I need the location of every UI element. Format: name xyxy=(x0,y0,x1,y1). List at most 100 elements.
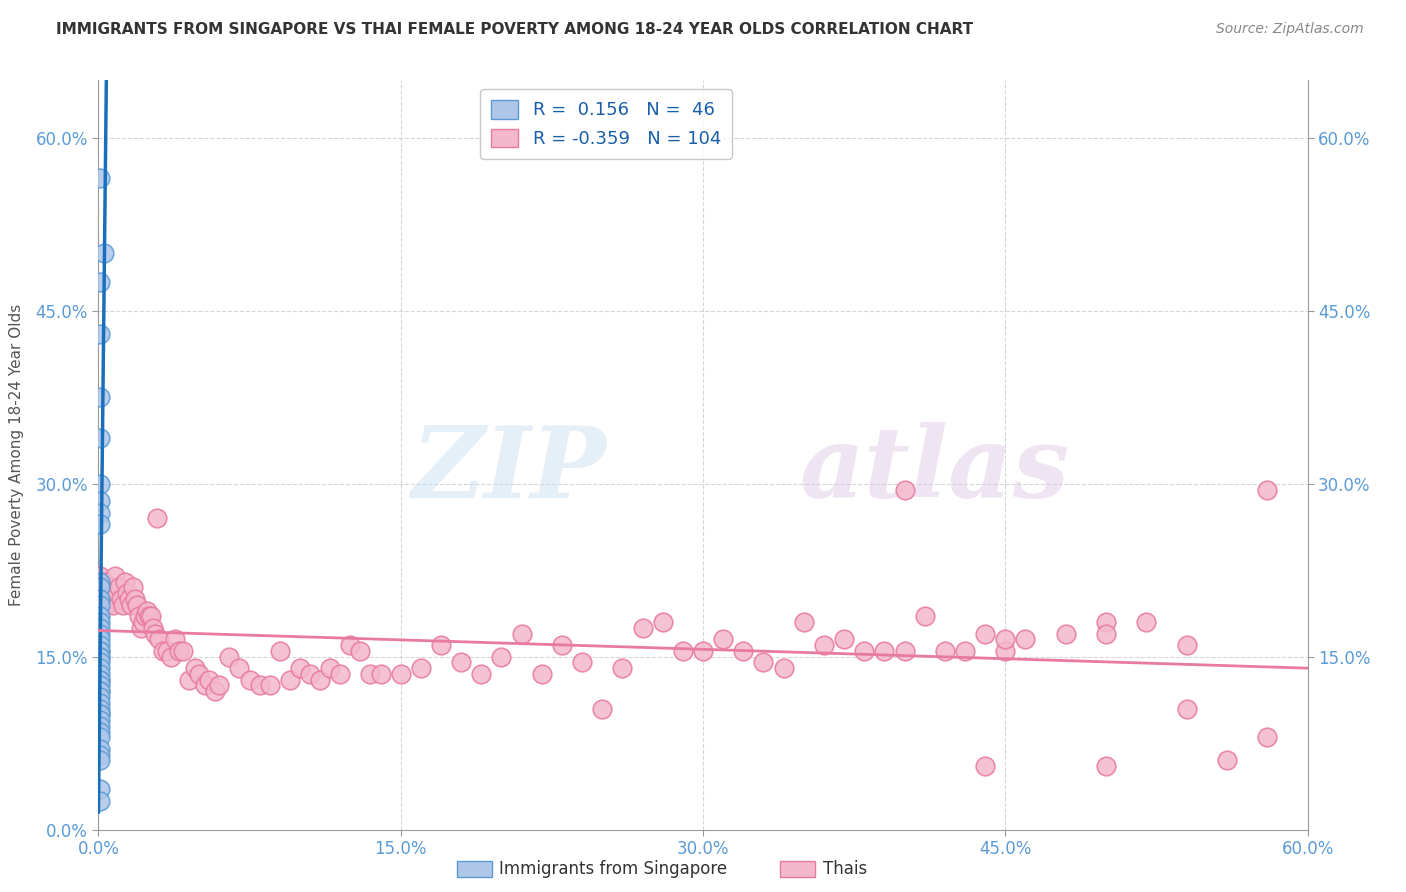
Point xyxy=(194,678,217,692)
Point xyxy=(89,581,111,595)
Point xyxy=(89,326,111,341)
Point xyxy=(692,644,714,658)
Point xyxy=(89,678,111,692)
Point xyxy=(853,644,876,658)
Point xyxy=(114,574,136,589)
Point xyxy=(89,494,111,508)
Point xyxy=(208,678,231,692)
Point xyxy=(510,626,533,640)
Point xyxy=(105,586,128,600)
Point xyxy=(1175,701,1198,715)
Point xyxy=(89,656,111,670)
Point xyxy=(89,574,111,589)
Point xyxy=(89,609,111,624)
Point xyxy=(89,632,111,647)
Point xyxy=(934,644,956,658)
Point xyxy=(89,661,111,675)
Point xyxy=(110,592,132,607)
Point xyxy=(288,661,311,675)
Point xyxy=(1095,615,1118,629)
Point xyxy=(89,275,111,289)
Point xyxy=(953,644,976,658)
Point xyxy=(184,661,207,675)
Point xyxy=(160,649,183,664)
Point xyxy=(129,621,152,635)
Point xyxy=(89,171,111,186)
Point xyxy=(89,753,111,767)
Point xyxy=(89,644,111,658)
Point xyxy=(1095,626,1118,640)
Point xyxy=(100,592,122,607)
Point xyxy=(89,713,111,727)
Point xyxy=(893,644,915,658)
Point xyxy=(132,615,155,629)
Point xyxy=(278,673,301,687)
Point xyxy=(793,615,815,629)
Text: atlas: atlas xyxy=(800,422,1070,518)
Point xyxy=(711,632,734,647)
Point xyxy=(470,667,492,681)
Point xyxy=(89,690,111,704)
Point xyxy=(349,644,371,658)
Point xyxy=(148,632,170,647)
Text: ZIP: ZIP xyxy=(412,422,606,518)
Point xyxy=(89,644,111,658)
Point xyxy=(89,707,111,722)
Point xyxy=(1135,615,1157,629)
Point xyxy=(591,701,613,715)
Point xyxy=(832,632,855,647)
Point xyxy=(134,609,156,624)
Point xyxy=(389,667,412,681)
Point xyxy=(179,673,201,687)
Point xyxy=(994,644,1017,658)
Point xyxy=(142,621,165,635)
Point xyxy=(228,661,250,675)
Point xyxy=(89,701,111,715)
Point xyxy=(124,592,146,607)
Point xyxy=(107,581,129,595)
Point xyxy=(89,476,111,491)
Text: Thais: Thais xyxy=(823,860,866,878)
Point xyxy=(218,649,240,664)
Point xyxy=(430,638,453,652)
Point xyxy=(813,638,835,652)
Point xyxy=(339,638,361,652)
Point xyxy=(772,661,794,675)
Point xyxy=(111,598,134,612)
Point xyxy=(89,742,111,756)
Point xyxy=(239,673,262,687)
Point xyxy=(571,656,593,670)
Point xyxy=(259,678,281,692)
Point xyxy=(360,667,382,681)
Point xyxy=(89,621,111,635)
Point xyxy=(89,626,111,640)
Point xyxy=(89,782,111,797)
Point xyxy=(138,609,160,624)
Point xyxy=(103,569,125,583)
Point xyxy=(450,656,472,670)
Point xyxy=(319,661,342,675)
Point xyxy=(491,649,513,664)
Point xyxy=(89,747,111,762)
Point xyxy=(309,673,332,687)
Point xyxy=(370,667,392,681)
Point xyxy=(163,632,186,647)
Point xyxy=(1216,753,1239,767)
Point xyxy=(89,506,111,520)
Point xyxy=(89,638,111,652)
Point xyxy=(128,609,150,624)
Point xyxy=(89,649,111,664)
Point xyxy=(893,483,915,497)
Point xyxy=(97,581,120,595)
Point xyxy=(89,684,111,698)
Point xyxy=(89,673,111,687)
Point xyxy=(974,759,997,773)
Point xyxy=(994,632,1017,647)
Legend: R =  0.156   N =  46, R = -0.359   N = 104: R = 0.156 N = 46, R = -0.359 N = 104 xyxy=(481,89,733,159)
Point xyxy=(156,644,179,658)
Point xyxy=(631,621,654,635)
Point xyxy=(89,667,111,681)
Point xyxy=(89,684,111,698)
Point xyxy=(93,246,115,260)
Point xyxy=(115,586,138,600)
